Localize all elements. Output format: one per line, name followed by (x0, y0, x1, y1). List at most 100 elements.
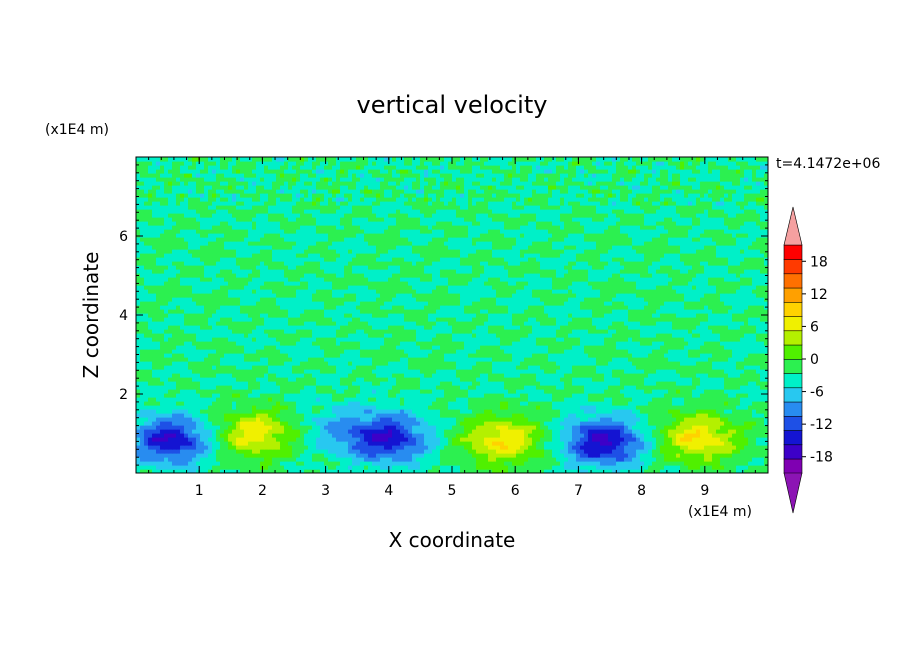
field-cell (308, 441, 313, 446)
field-cell (164, 389, 169, 394)
field-cell (680, 429, 685, 434)
field-cell (644, 469, 649, 473)
field-cell (232, 421, 237, 426)
field-cell (312, 461, 317, 466)
field-cell (452, 441, 457, 446)
field-cell (580, 421, 585, 426)
field-cell (640, 401, 645, 406)
field-cell (512, 385, 517, 390)
field-cell (300, 349, 305, 354)
field-cell (332, 353, 337, 358)
field-cell (220, 441, 225, 446)
field-cell (476, 449, 481, 454)
field-cell (760, 409, 765, 414)
field-cell (632, 457, 637, 462)
field-cell (416, 441, 421, 446)
field-cell (240, 361, 245, 366)
field-cell (696, 385, 701, 390)
field-cell (736, 409, 741, 414)
field-cell (152, 437, 157, 442)
field-cell (256, 345, 261, 350)
field-cell (224, 377, 229, 382)
field-cell (240, 465, 245, 470)
field-cell (228, 445, 233, 450)
field-cell (448, 445, 453, 450)
field-cell (628, 405, 633, 410)
field-cell (616, 465, 621, 470)
field-cell (172, 401, 177, 406)
field-cell (436, 433, 441, 438)
field-cell (536, 393, 541, 398)
field-cell (480, 377, 485, 382)
field-cell (272, 349, 277, 354)
field-cell (676, 469, 681, 473)
field-cell (456, 409, 461, 414)
field-cell (236, 365, 241, 370)
field-cell (480, 345, 485, 350)
field-cell (520, 433, 525, 438)
field-cell (452, 445, 457, 450)
field-cell (628, 393, 633, 398)
field-cell (332, 357, 337, 362)
field-cell (140, 353, 145, 358)
field-cell (292, 417, 297, 422)
field-cell (188, 453, 193, 458)
field-cell (664, 365, 669, 370)
field-cell (492, 425, 497, 430)
field-cell (684, 449, 689, 454)
field-cell (452, 377, 457, 382)
field-cell (236, 445, 241, 450)
field-cell (640, 469, 645, 473)
field-cell (188, 353, 193, 358)
field-cell (428, 385, 433, 390)
field-cell (544, 385, 549, 390)
field-cell (256, 365, 261, 370)
field-cell (368, 373, 373, 378)
field-cell (180, 357, 185, 362)
field-cell (184, 437, 189, 442)
field-cell (496, 369, 501, 374)
field-cell (612, 393, 617, 398)
field-cell (404, 461, 409, 466)
field-cell (564, 357, 569, 362)
field-cell (476, 429, 481, 434)
field-cell (196, 389, 201, 394)
field-cell (716, 381, 721, 386)
field-cell (300, 401, 305, 406)
field-cell (400, 465, 405, 470)
field-cell (676, 449, 681, 454)
field-cell (336, 353, 341, 358)
field-cell (596, 365, 601, 370)
field-cell (136, 349, 141, 354)
field-cell (136, 365, 141, 370)
field-cell (548, 373, 553, 378)
field-cell (588, 409, 593, 414)
field-cell (692, 361, 697, 366)
field-cell (228, 393, 233, 398)
field-cell (504, 373, 509, 378)
field-cell (404, 465, 409, 470)
field-cell (612, 361, 617, 366)
field-cell (256, 425, 261, 430)
field-cell (316, 429, 321, 434)
field-cell (456, 449, 461, 454)
field-cell (196, 453, 201, 458)
field-cell (332, 365, 337, 370)
field-cell (640, 365, 645, 370)
field-cell (676, 445, 681, 450)
field-cell (484, 417, 489, 422)
field-cell (300, 445, 305, 450)
field-cell (368, 413, 373, 418)
field-cell (676, 389, 681, 394)
field-cell (560, 457, 565, 462)
field-cell (220, 409, 225, 414)
field-cell (752, 373, 757, 378)
field-cell (652, 369, 657, 374)
field-cell (216, 377, 221, 382)
field-cell (736, 377, 741, 382)
field-cell (696, 465, 701, 470)
field-cell (320, 433, 325, 438)
field-cell (328, 449, 333, 454)
field-cell (512, 365, 517, 370)
field-cell (216, 353, 221, 358)
